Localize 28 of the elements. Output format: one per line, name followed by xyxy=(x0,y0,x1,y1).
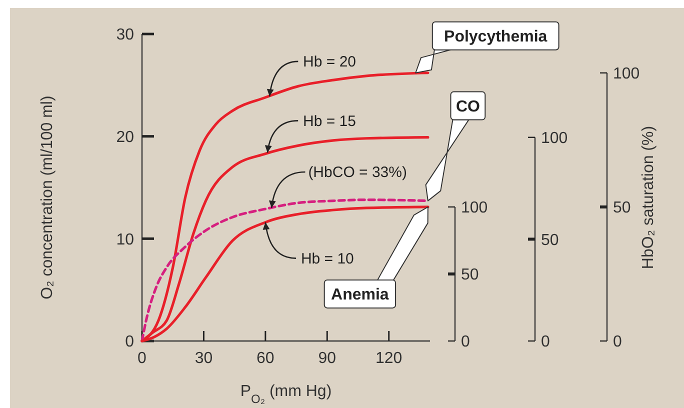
annotation: Hb = 20 xyxy=(303,54,356,71)
y3-tick-label: 0 xyxy=(541,334,550,351)
y2-tick-label: 50 xyxy=(461,266,479,284)
y3-tick-label: 100 xyxy=(541,130,568,147)
annotation: (HbCO = 33%) xyxy=(308,164,407,182)
y-tick-label: 20 xyxy=(116,128,134,146)
y2-tick-label: 0 xyxy=(461,334,470,351)
text: 50 xyxy=(613,200,631,217)
x-tick-label: 60 xyxy=(256,350,274,367)
annotation: Hb = 15 xyxy=(303,112,356,130)
y3-tick-label: 50 xyxy=(541,232,559,249)
y2-tick-label: 100 xyxy=(461,200,488,217)
text: 100 xyxy=(613,65,640,82)
y2-axis-title: HbO₂ saturation (%) xyxy=(640,126,657,270)
y-tick-label: 10 xyxy=(116,231,134,248)
x-tick-label: 30 xyxy=(194,350,213,367)
annotation: Polycythemia xyxy=(444,28,548,46)
x-tick-label: 120 xyxy=(376,350,402,367)
y-axis-title: O₂ concentration (ml/100 ml) xyxy=(39,96,56,300)
x-axis-title: P$_{O₂}$ (mm Hg) xyxy=(240,383,332,406)
text: 0 xyxy=(613,334,622,351)
text: CO xyxy=(456,98,480,116)
y-tick-label: 30 xyxy=(116,26,134,44)
annotation: Hb = 10 xyxy=(300,250,354,268)
x-tick-label: 90 xyxy=(318,350,336,367)
x-tick-label: 0 xyxy=(138,350,147,367)
y-tick-label: 0 xyxy=(125,334,134,351)
annotation: Anemia xyxy=(331,286,389,304)
